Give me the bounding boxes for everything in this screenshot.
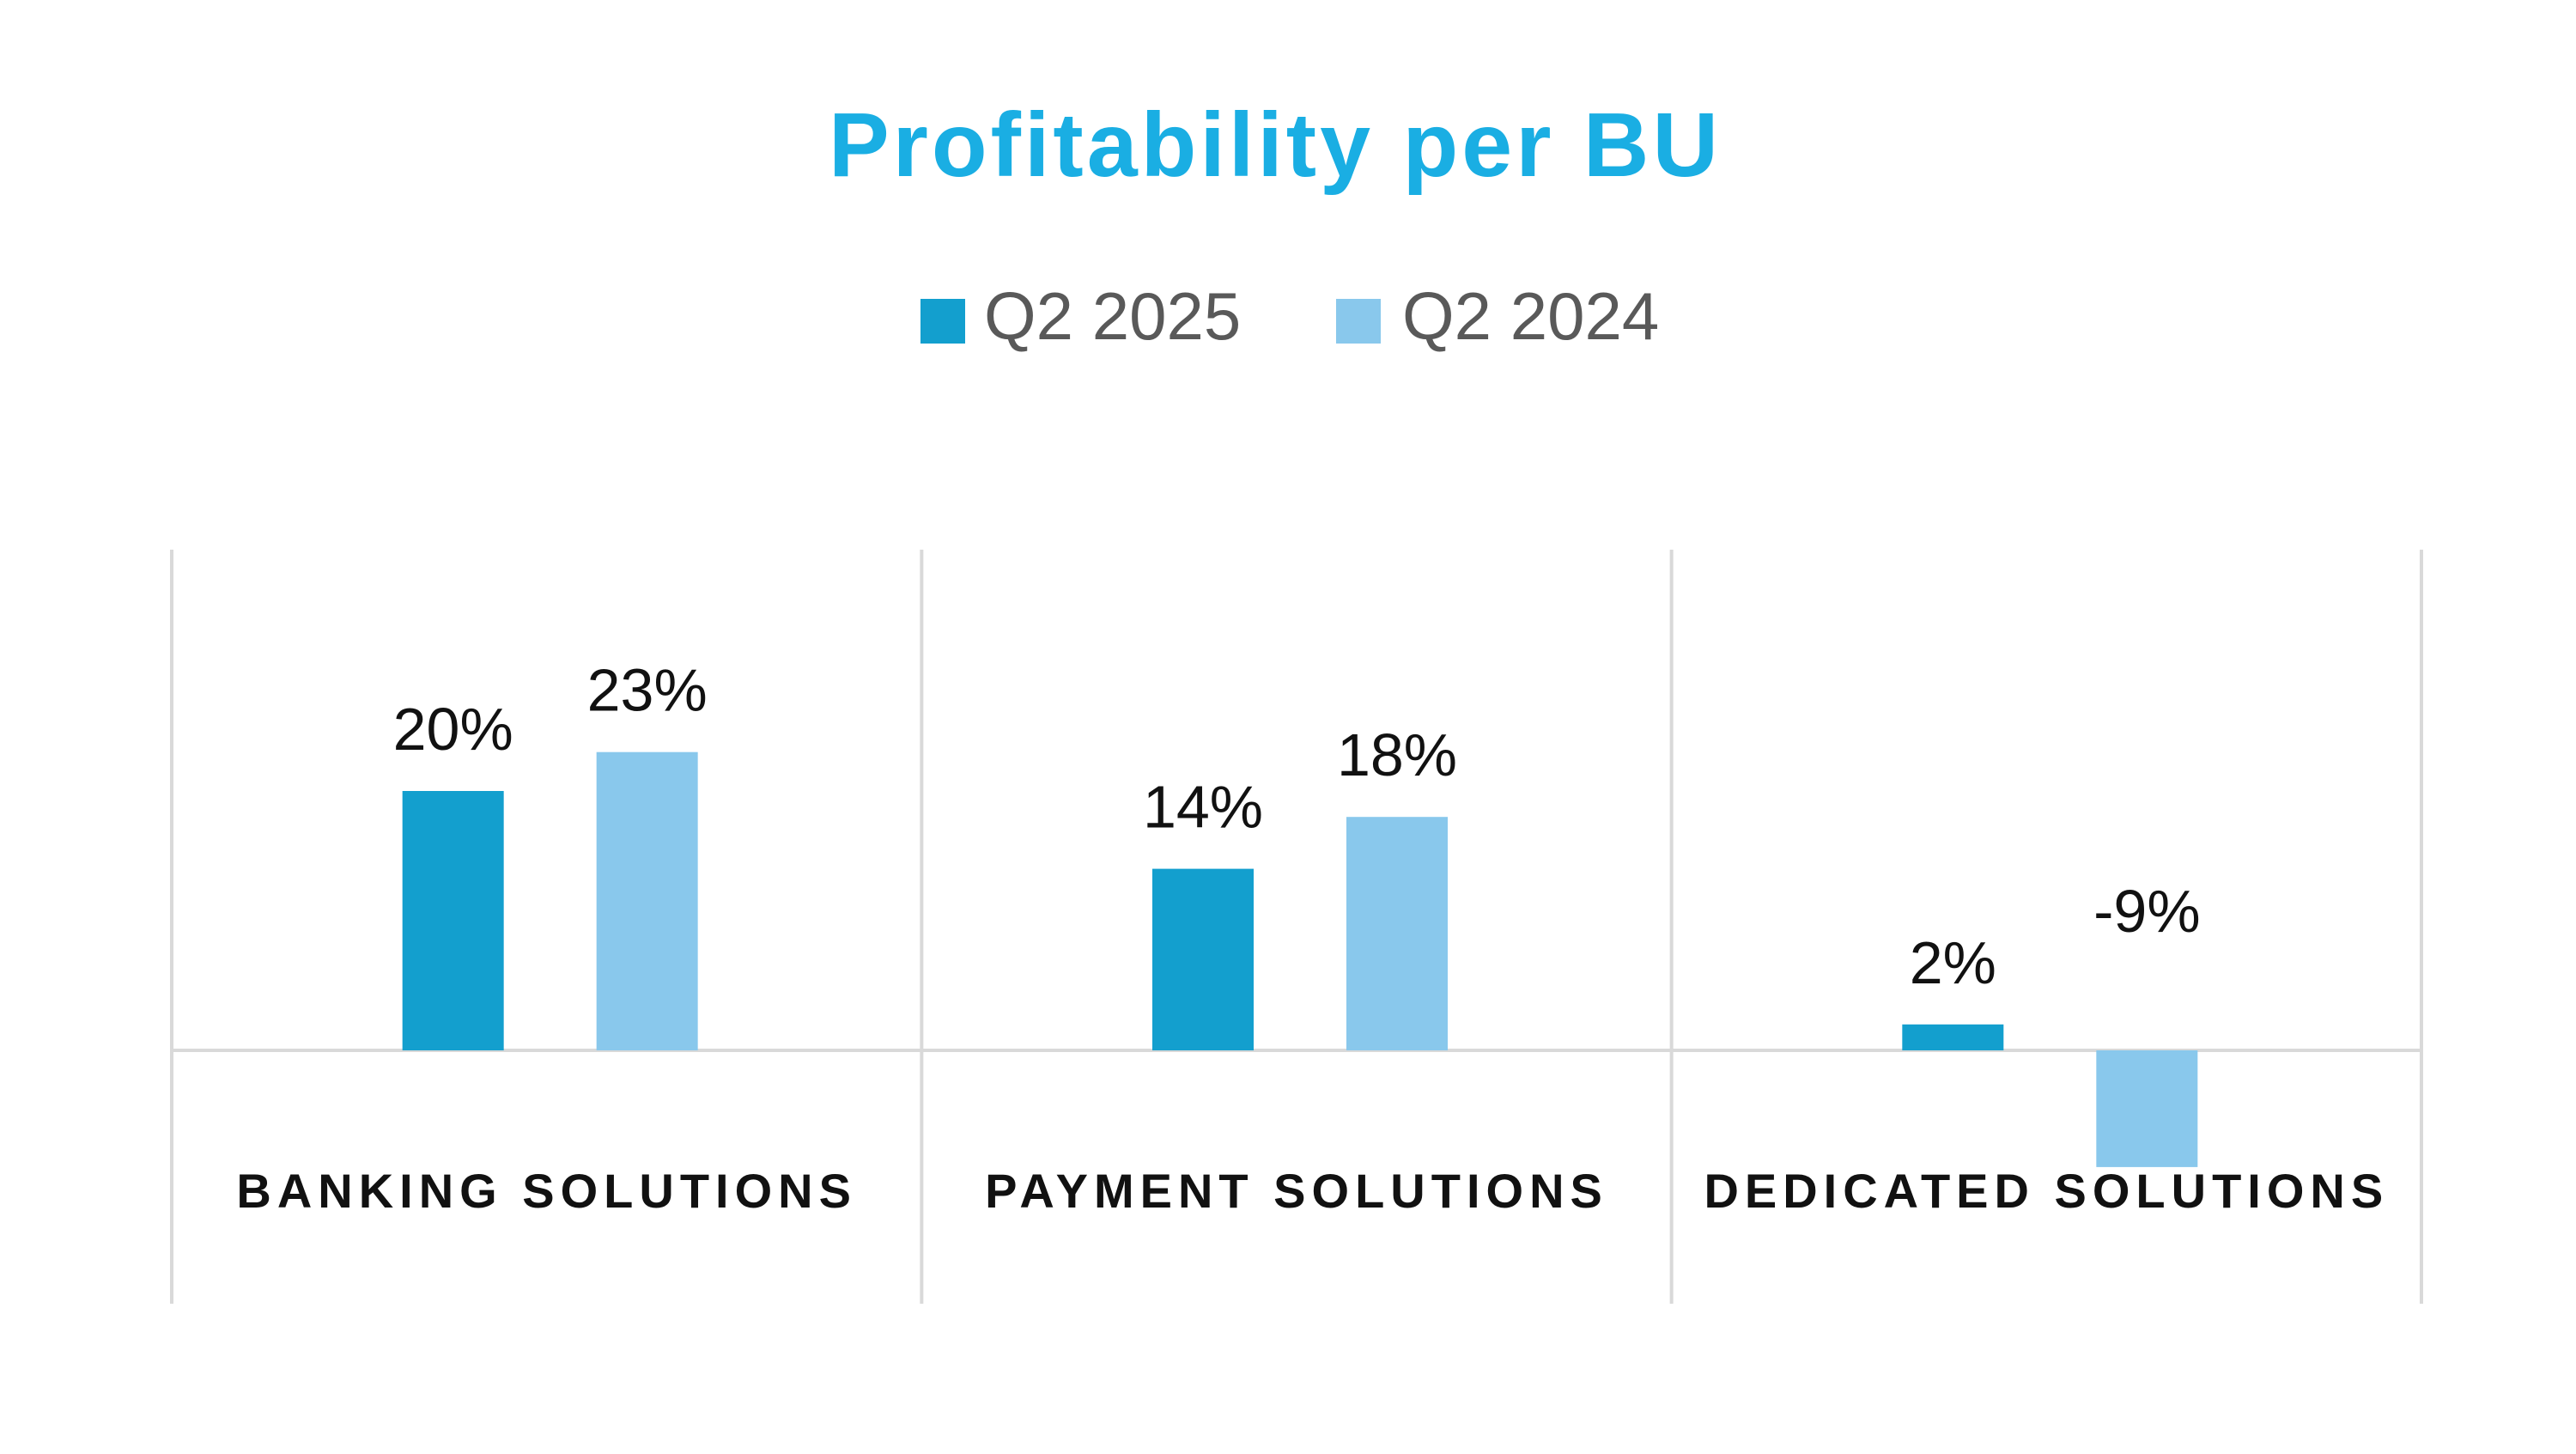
- bar-payment-solutions-q2-2025: [1152, 868, 1254, 1050]
- legend: Q2 2025 Q2 2024: [920, 278, 1659, 354]
- data-labels: 20% 23% 14% 18% 2% -9%: [393, 657, 2201, 996]
- chart-title: Profitability per BU: [829, 94, 1722, 196]
- gridlines: [170, 550, 2423, 1304]
- category-label-payment-solutions: PAYMENT SOLUTIONS: [985, 1164, 1608, 1218]
- bar-banking-solutions-q2-2025: [402, 791, 504, 1050]
- legend-label-q2-2024: Q2 2024: [1402, 278, 1659, 354]
- bar-banking-solutions-q2-2024: [596, 751, 698, 1050]
- data-label-banking-solutions-q2-2025: 20%: [393, 696, 513, 763]
- bars: [402, 751, 2198, 1167]
- data-label-dedicated-solutions-q2-2024: -9%: [2093, 878, 2200, 945]
- data-label-payment-solutions-q2-2025: 14%: [1143, 774, 1263, 841]
- bar-dedicated-solutions-q2-2024: [2096, 1050, 2198, 1167]
- legend-swatch-q2-2025: [920, 299, 965, 344]
- category-label-banking-solutions: BANKING SOLUTIONS: [236, 1164, 857, 1218]
- category-label-dedicated-solutions: DEDICATED SOLUTIONS: [1704, 1164, 2389, 1218]
- category-labels: BANKING SOLUTIONS PAYMENT SOLUTIONS DEDICA…: [236, 1164, 2389, 1218]
- data-label-dedicated-solutions-q2-2025: 2%: [1910, 929, 1996, 996]
- bar-payment-solutions-q2-2024: [1346, 817, 1448, 1050]
- bar-dedicated-solutions-q2-2025: [1902, 1024, 2004, 1050]
- data-label-payment-solutions-q2-2024: 18%: [1337, 721, 1457, 788]
- legend-swatch-q2-2024: [1336, 299, 1381, 344]
- data-label-banking-solutions-q2-2024: 23%: [587, 657, 708, 724]
- legend-label-q2-2025: Q2 2025: [984, 278, 1241, 354]
